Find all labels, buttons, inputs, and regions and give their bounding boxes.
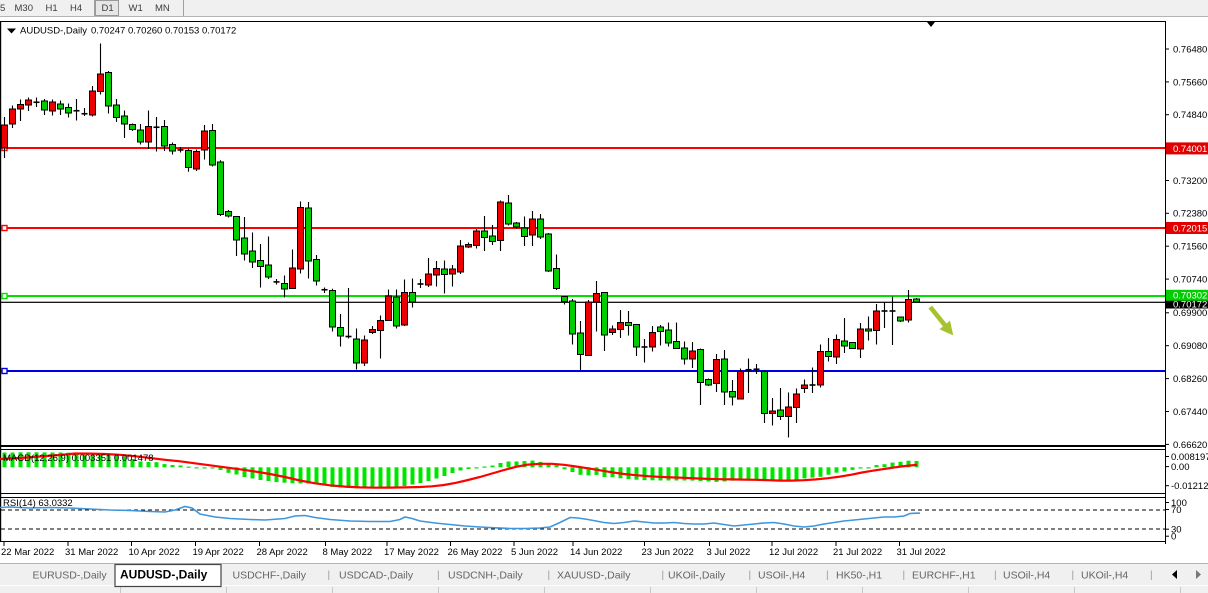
- svg-text:0.69900: 0.69900: [1173, 308, 1207, 319]
- svg-text:0.66620: 0.66620: [1173, 440, 1207, 451]
- svg-text:|: |: [1072, 570, 1075, 581]
- svg-text:5 Jun 2022: 5 Jun 2022: [511, 547, 558, 558]
- svg-text:0.71560: 0.71560: [1173, 242, 1207, 253]
- svg-text:21 Jul 2022: 21 Jul 2022: [833, 547, 882, 558]
- svg-text:AUDUSD-,Daily: AUDUSD-,Daily: [20, 26, 87, 37]
- svg-text:0.68260: 0.68260: [1173, 374, 1207, 385]
- svg-text:|: |: [749, 570, 752, 581]
- svg-text:30: 30: [1171, 525, 1182, 536]
- svg-text:H1: H1: [46, 3, 58, 14]
- svg-text:19 Apr 2022: 19 Apr 2022: [193, 547, 244, 558]
- svg-text:|: |: [662, 570, 665, 581]
- svg-text:28 Apr 2022: 28 Apr 2022: [257, 547, 308, 558]
- svg-text:0: 0: [1171, 532, 1176, 543]
- svg-text:5: 5: [0, 3, 5, 14]
- svg-text:USOil-,H4: USOil-,H4: [758, 570, 805, 582]
- svg-text:0.76480: 0.76480: [1173, 44, 1207, 55]
- svg-text:USDCHF-,Daily: USDCHF-,Daily: [233, 570, 307, 582]
- svg-text:22 Mar 2022: 22 Mar 2022: [1, 547, 54, 558]
- svg-text:0.67440: 0.67440: [1173, 407, 1207, 418]
- svg-text:RSI(14) 63.0332: RSI(14) 63.0332: [3, 498, 73, 509]
- svg-text:26 May 2022: 26 May 2022: [448, 547, 503, 558]
- svg-text:HK50-,H1: HK50-,H1: [836, 570, 882, 582]
- svg-text:USDCNH-,Daily: USDCNH-,Daily: [448, 570, 523, 582]
- svg-text:0.73200: 0.73200: [1173, 176, 1207, 187]
- svg-text:MACD(12,26,9) 0.003351 0.00147: MACD(12,26,9) 0.003351 0.001478: [3, 453, 154, 464]
- svg-text:0.70740: 0.70740: [1173, 275, 1207, 286]
- svg-text:W1: W1: [129, 3, 143, 14]
- svg-text:3 Jul 2022: 3 Jul 2022: [707, 547, 751, 558]
- svg-text:17 May 2022: 17 May 2022: [384, 547, 439, 558]
- svg-text:|: |: [328, 570, 331, 581]
- svg-text:0.70247 0.70260 0.70153 0.7017: 0.70247 0.70260 0.70153 0.70172: [91, 26, 236, 37]
- svg-text:0.00: 0.00: [1171, 462, 1190, 473]
- svg-text:|: |: [1150, 570, 1153, 581]
- svg-text:|: |: [548, 570, 551, 581]
- svg-text:H4: H4: [70, 3, 82, 14]
- svg-text:8 May 2022: 8 May 2022: [323, 547, 373, 558]
- svg-text:0.70172: 0.70172: [1173, 299, 1207, 310]
- svg-text:UKOil-,H4: UKOil-,H4: [1081, 570, 1128, 582]
- svg-text:M30: M30: [15, 3, 33, 14]
- svg-text:0.75660: 0.75660: [1173, 77, 1207, 88]
- svg-text:23 Jun 2022: 23 Jun 2022: [642, 547, 694, 558]
- svg-text:USDCAD-,Daily: USDCAD-,Daily: [339, 570, 414, 582]
- svg-text:0.74840: 0.74840: [1173, 110, 1207, 121]
- svg-text:14 Jun 2022: 14 Jun 2022: [570, 547, 622, 558]
- svg-text:0.008197: 0.008197: [1171, 452, 1208, 463]
- svg-text:12 Jul 2022: 12 Jul 2022: [769, 547, 818, 558]
- svg-text:31 Jul 2022: 31 Jul 2022: [897, 547, 946, 558]
- svg-text:EURUSD-,Daily: EURUSD-,Daily: [33, 570, 108, 582]
- svg-text:0.72015: 0.72015: [1173, 223, 1207, 234]
- svg-text:UKOil-,Daily: UKOil-,Daily: [668, 570, 726, 582]
- svg-text:|: |: [903, 570, 906, 581]
- svg-text:|: |: [994, 570, 997, 581]
- svg-text:0.74001: 0.74001: [1173, 144, 1207, 155]
- svg-text:XAUUSD-,Daily: XAUUSD-,Daily: [557, 570, 631, 582]
- svg-text:0.69080: 0.69080: [1173, 341, 1207, 352]
- svg-text:0.70302: 0.70302: [1173, 291, 1207, 302]
- svg-text:AUDUSD-,Daily: AUDUSD-,Daily: [120, 568, 208, 582]
- svg-text:|: |: [437, 570, 440, 581]
- svg-text:10 Apr 2022: 10 Apr 2022: [129, 547, 180, 558]
- svg-text:0.72380: 0.72380: [1173, 209, 1207, 220]
- svg-text:70: 70: [1171, 505, 1182, 516]
- svg-text:31 Mar 2022: 31 Mar 2022: [65, 547, 118, 558]
- svg-text:D1: D1: [102, 3, 114, 14]
- svg-text:MN: MN: [155, 3, 170, 14]
- svg-text:100: 100: [1171, 498, 1187, 509]
- svg-text:USOil-,H4: USOil-,H4: [1003, 570, 1050, 582]
- svg-text:EURCHF-,H1: EURCHF-,H1: [912, 570, 976, 582]
- svg-text:|: |: [826, 570, 829, 581]
